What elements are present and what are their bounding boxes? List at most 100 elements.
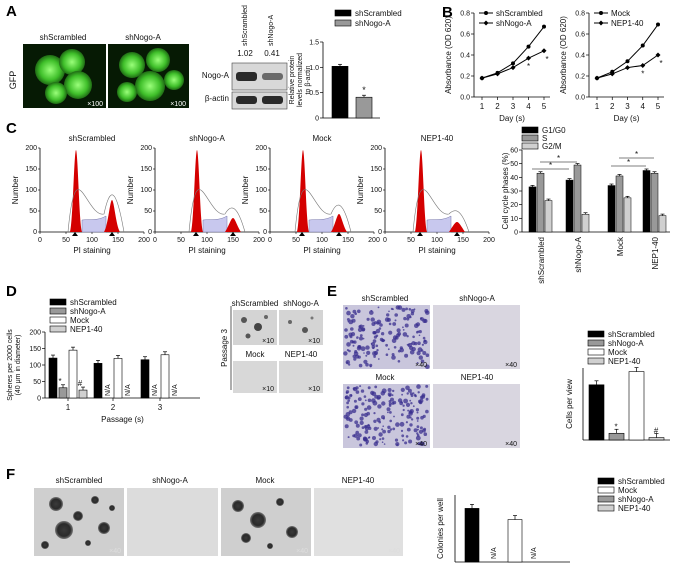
e-cell — [373, 419, 377, 423]
blot-nogo-band-2 — [262, 73, 283, 80]
e-cell — [382, 425, 385, 428]
chartB1-xtick-label: 3 — [511, 102, 516, 111]
e-photo-nep — [433, 384, 520, 448]
d-legend-swatch — [49, 307, 67, 315]
chartB2-xtick-label: 5 — [656, 102, 661, 111]
chartB1-xtick-label: 2 — [495, 102, 500, 111]
f-photo-shscrambled — [34, 488, 124, 556]
d-mag-4: ×10 — [308, 386, 320, 393]
e-cell — [409, 399, 412, 402]
e-cell — [393, 415, 395, 418]
c-hist-xtick-label: 200 — [253, 237, 265, 244]
e-cell — [349, 339, 354, 344]
e-cell — [346, 401, 349, 405]
e-ylabel: Cells per view — [565, 379, 574, 429]
e-cells-shscrambled — [343, 305, 430, 370]
a-ylabel-line2: levels normalized — [297, 53, 304, 107]
e-cell — [370, 310, 373, 312]
chartB2-point — [594, 75, 600, 81]
blot-lane-label-1: shScrambled — [242, 5, 249, 46]
e-cell — [409, 423, 413, 427]
e-cell — [368, 426, 372, 430]
e-cell — [425, 397, 429, 401]
d-significance-hash: # — [78, 379, 83, 388]
e-cell — [378, 327, 382, 330]
c-hist-marker — [230, 232, 236, 236]
chartB1-ytick-label: 0.6 — [460, 32, 470, 39]
e-cell — [346, 310, 351, 316]
e-cell — [369, 310, 374, 315]
chartB2-xtick-label: 2 — [610, 102, 615, 111]
e-cell — [394, 319, 397, 322]
e-cell — [355, 386, 359, 390]
c-hist-xtick-label: 50 — [407, 237, 415, 244]
e-cell — [374, 385, 378, 389]
e-cell — [417, 347, 423, 353]
d-bar — [93, 363, 103, 399]
e-legend-label: shScrambled — [608, 330, 655, 339]
f-ylabel: Colonies per well — [436, 498, 445, 559]
chartB1-xtick-label: 5 — [542, 102, 547, 111]
e-cell — [375, 344, 379, 348]
d-xlabel: Passage (s) — [101, 415, 144, 424]
e-cell — [419, 426, 423, 430]
chartB2-point — [656, 22, 660, 27]
panel-label-c: C — [6, 120, 17, 137]
c-bar — [642, 170, 651, 233]
c-hist-ytick-label: 200 — [370, 145, 382, 152]
c-bar — [607, 185, 616, 233]
e-cell — [370, 343, 373, 345]
e-cell — [412, 392, 415, 395]
e-photo-shnogo — [433, 305, 520, 369]
e-cell — [420, 359, 425, 364]
chartB2-significance-mark: * — [659, 59, 662, 68]
e-cell — [350, 394, 353, 397]
d-xtick-label: 2 — [111, 403, 116, 412]
e-cell — [356, 436, 361, 441]
c-hist-title: shNogo-A — [189, 134, 225, 143]
a-legend-swatch — [334, 19, 352, 27]
chartB2-ylabel: Absorbance (OD 620) — [559, 16, 568, 94]
c-bar — [650, 172, 659, 233]
e-cell — [369, 365, 372, 368]
e-cell — [375, 440, 379, 444]
e-cell — [346, 361, 349, 364]
e-cell — [417, 391, 420, 394]
panel-label-a: A — [6, 3, 17, 20]
e-cell — [355, 390, 360, 394]
e-cell — [354, 312, 358, 316]
f-photo-title-3: Mock — [255, 476, 275, 485]
e-cell — [391, 355, 396, 360]
e-cell — [383, 443, 386, 445]
e-cell — [402, 404, 405, 407]
c-hist-ytick-label: 150 — [140, 166, 152, 173]
e-cell — [387, 348, 390, 351]
chartB1-ylabel: Absorbance (OD 620) — [444, 16, 453, 94]
c-hist-marker — [193, 232, 199, 236]
e-cell — [355, 430, 360, 435]
c-bracket-2-mark: * — [557, 154, 560, 163]
c-ytick-label: 60 — [510, 148, 518, 155]
e-mag-1: ×40 — [415, 362, 427, 369]
e-cell — [367, 436, 370, 439]
f-legend-label: Mock — [618, 486, 638, 495]
f-mag-4: ×40 — [388, 548, 400, 555]
e-cell — [365, 354, 368, 357]
e-cell — [344, 424, 349, 429]
e-cell — [345, 412, 351, 417]
e-cell — [362, 436, 367, 441]
c-bar — [658, 215, 667, 233]
f-na-label: N/A — [531, 547, 538, 559]
c-legend-swatch — [521, 126, 539, 134]
d-legend-label: shScrambled — [70, 298, 117, 307]
e-cell — [377, 404, 382, 409]
e-cell — [362, 325, 365, 327]
a-bar-2 — [355, 96, 373, 119]
c-hist-ytick-label: 50 — [144, 208, 152, 215]
chartB1-series-1-line — [481, 26, 545, 79]
e-cell — [389, 428, 393, 431]
c-hist-ytick-label: 0 — [33, 229, 37, 236]
c-category-label: shScrambled — [537, 237, 546, 284]
